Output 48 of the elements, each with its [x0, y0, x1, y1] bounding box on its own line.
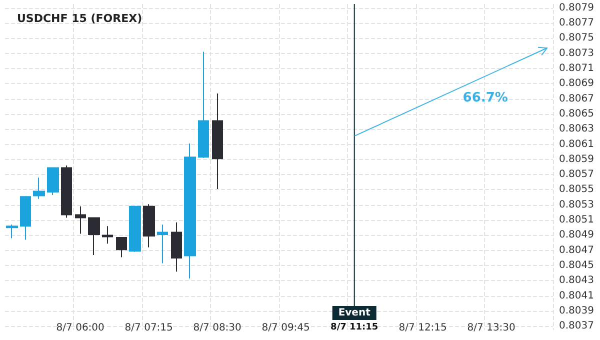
y-tick-label: 0.8069	[559, 78, 594, 90]
candlestick	[33, 177, 45, 200]
candlestick	[171, 222, 182, 272]
annotation: 66.7%	[462, 90, 508, 106]
y-tick-label: 0.8065	[559, 108, 594, 120]
candlestick	[184, 143, 196, 279]
candlestick	[20, 196, 31, 240]
x-tick-label: 8/7 09:45	[262, 322, 310, 334]
x-tick-label: 8/7 12:15	[398, 322, 447, 334]
candlestick	[157, 224, 168, 264]
y-tick-label: 0.8071	[559, 62, 594, 74]
y-tick-label: 0.8073	[559, 48, 594, 59]
x-tick-label: 8/7 08:30	[193, 322, 242, 334]
candlestick	[6, 224, 18, 239]
candlestick	[143, 204, 155, 248]
y-tick-label: 0.8057	[559, 169, 594, 180]
y-tick-label: 0.8043	[559, 275, 594, 286]
x-tick-label: 8/7 11:15	[330, 322, 378, 332]
y-tick-label: 0.8059	[559, 154, 594, 165]
y-tick-label: 0.8053	[559, 199, 594, 210]
candlestick	[102, 226, 113, 244]
y-tick-label: 0.8041	[559, 290, 594, 302]
y-tick-label: 0.8049	[559, 230, 594, 241]
candlestick	[47, 167, 59, 196]
y-tick-label: 0.8075	[559, 32, 594, 44]
candlestick	[75, 206, 86, 234]
y-tick-label: 0.8061	[559, 138, 594, 150]
y-tick-label: 0.8063	[559, 124, 594, 135]
candlestick	[88, 217, 100, 256]
text: USDCHF 15 (FOREX)	[17, 12, 142, 25]
x-tick-label: 8/7 06:00	[56, 322, 104, 334]
y-tick-label: 0.8077	[559, 17, 594, 28]
y-tick-label: 0.8051	[559, 214, 594, 226]
ref-line-label: Event	[338, 308, 371, 318]
y-tick-label: 0.8039	[559, 306, 594, 317]
candlestick	[61, 164, 72, 218]
y-tick-label: 0.8037	[559, 320, 594, 332]
candlestick	[129, 206, 141, 252]
y-tick-label: 0.8047	[559, 244, 594, 256]
x-tick-label: 8/7 07:15	[124, 322, 173, 334]
y-tick-label: 0.8045	[559, 260, 594, 272]
x-tick-label: 8/7 13:30	[467, 322, 516, 334]
y-tick-label: 0.8055	[559, 184, 594, 196]
candlestick	[116, 237, 127, 258]
y-tick-label: 0.8067	[559, 93, 594, 104]
candlestick	[198, 51, 209, 158]
candlestick	[212, 92, 223, 190]
y-tick-label: 0.8079	[559, 2, 594, 14]
